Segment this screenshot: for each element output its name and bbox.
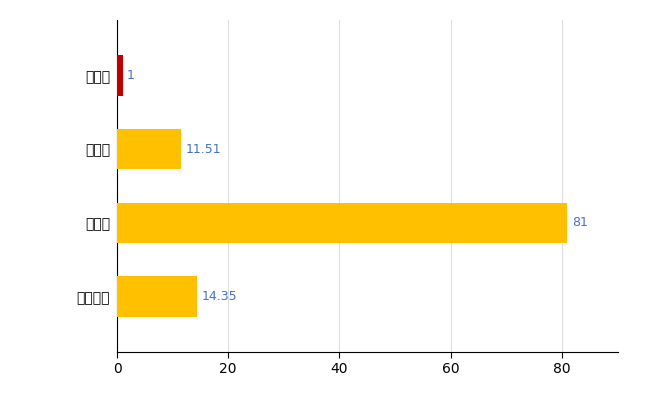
- Text: 11.51: 11.51: [185, 143, 221, 156]
- Bar: [117, 55, 123, 96]
- Bar: [117, 129, 181, 170]
- Bar: [117, 276, 197, 317]
- Text: 1: 1: [127, 69, 135, 82]
- Text: 81: 81: [572, 216, 588, 229]
- Text: 14.35: 14.35: [202, 290, 237, 303]
- Bar: [117, 203, 567, 243]
